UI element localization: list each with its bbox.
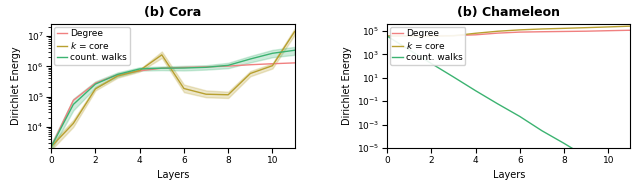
Degree (383, 35, 391, 37)
Legend: Degree, $k$ = core, count. walks: Degree, $k$ = core, count. walks (390, 27, 465, 65)
Y-axis label: Dirichlet Energy: Dirichlet Energy (11, 47, 20, 125)
$k$ = core (560, 27, 568, 29)
count. walks (70, 103, 77, 106)
Line: Degree: Degree (387, 30, 630, 36)
$k$ = core (582, 26, 590, 29)
$k$ = core (494, 30, 502, 32)
Degree (449, 35, 457, 37)
Degree (538, 31, 546, 33)
$k$ = core (114, 75, 122, 77)
$k$ = core (449, 35, 457, 37)
Line: $k$ = core: $k$ = core (387, 26, 630, 36)
$k$ = core (627, 25, 634, 27)
count. walks (158, 67, 166, 69)
Degree (269, 63, 276, 65)
Degree (114, 74, 122, 76)
count. walks (114, 73, 122, 75)
$k$ = core (202, 93, 210, 95)
$k$ = core (291, 31, 298, 33)
Title: (b) Chameleon: (b) Chameleon (457, 6, 560, 19)
$k$ = core (246, 72, 254, 75)
Degree (92, 82, 99, 84)
Degree (627, 29, 634, 31)
Degree (47, 146, 55, 148)
Title: (b) Cora: (b) Cora (144, 6, 202, 19)
Degree (202, 66, 210, 68)
count. walks (92, 83, 99, 85)
$k$ = core (158, 54, 166, 56)
Degree (560, 30, 568, 33)
count. walks (604, 169, 612, 171)
X-axis label: Layers: Layers (157, 170, 189, 180)
Line: count. walks: count. walks (51, 50, 294, 147)
count. walks (428, 62, 435, 65)
$k$ = core (428, 35, 435, 37)
Degree (180, 66, 188, 69)
$k$ = core (472, 32, 479, 34)
count. walks (560, 142, 568, 144)
count. walks (494, 103, 502, 105)
$k$ = core (269, 65, 276, 67)
Degree (516, 31, 524, 33)
Degree (582, 30, 590, 32)
Degree (246, 64, 254, 66)
Line: $k$ = core: $k$ = core (51, 32, 294, 147)
$k$ = core (405, 35, 413, 37)
count. walks (269, 52, 276, 54)
count. walks (383, 35, 391, 37)
count. walks (472, 90, 479, 92)
$k$ = core (516, 29, 524, 31)
count. walks (582, 156, 590, 158)
count. walks (449, 76, 457, 78)
count. walks (136, 68, 143, 70)
Degree (136, 70, 143, 72)
$k$ = core (47, 146, 55, 148)
Degree (428, 35, 435, 37)
$k$ = core (383, 35, 391, 37)
count. walks (246, 58, 254, 60)
count. walks (291, 49, 298, 51)
Degree (158, 67, 166, 69)
count. walks (180, 67, 188, 69)
Line: count. walks: count. walks (387, 36, 630, 184)
Y-axis label: Dirichlet Energy: Dirichlet Energy (342, 47, 351, 125)
$k$ = core (70, 122, 77, 125)
Degree (494, 32, 502, 34)
$k$ = core (225, 94, 232, 96)
$k$ = core (538, 28, 546, 30)
Degree (291, 62, 298, 64)
Line: Degree: Degree (51, 63, 294, 147)
$k$ = core (180, 87, 188, 90)
count. walks (538, 130, 546, 132)
count. walks (516, 115, 524, 117)
Degree (225, 65, 232, 67)
count. walks (202, 66, 210, 68)
Degree (70, 99, 77, 102)
Legend: Degree, $k$ = core, count. walks: Degree, $k$ = core, count. walks (54, 27, 130, 65)
Degree (604, 30, 612, 32)
Degree (472, 34, 479, 36)
count. walks (627, 183, 634, 185)
$k$ = core (136, 69, 143, 72)
count. walks (225, 64, 232, 66)
X-axis label: Layers: Layers (493, 170, 525, 180)
count. walks (405, 49, 413, 51)
Degree (405, 35, 413, 37)
$k$ = core (92, 88, 99, 90)
count. walks (47, 146, 55, 148)
$k$ = core (604, 26, 612, 28)
